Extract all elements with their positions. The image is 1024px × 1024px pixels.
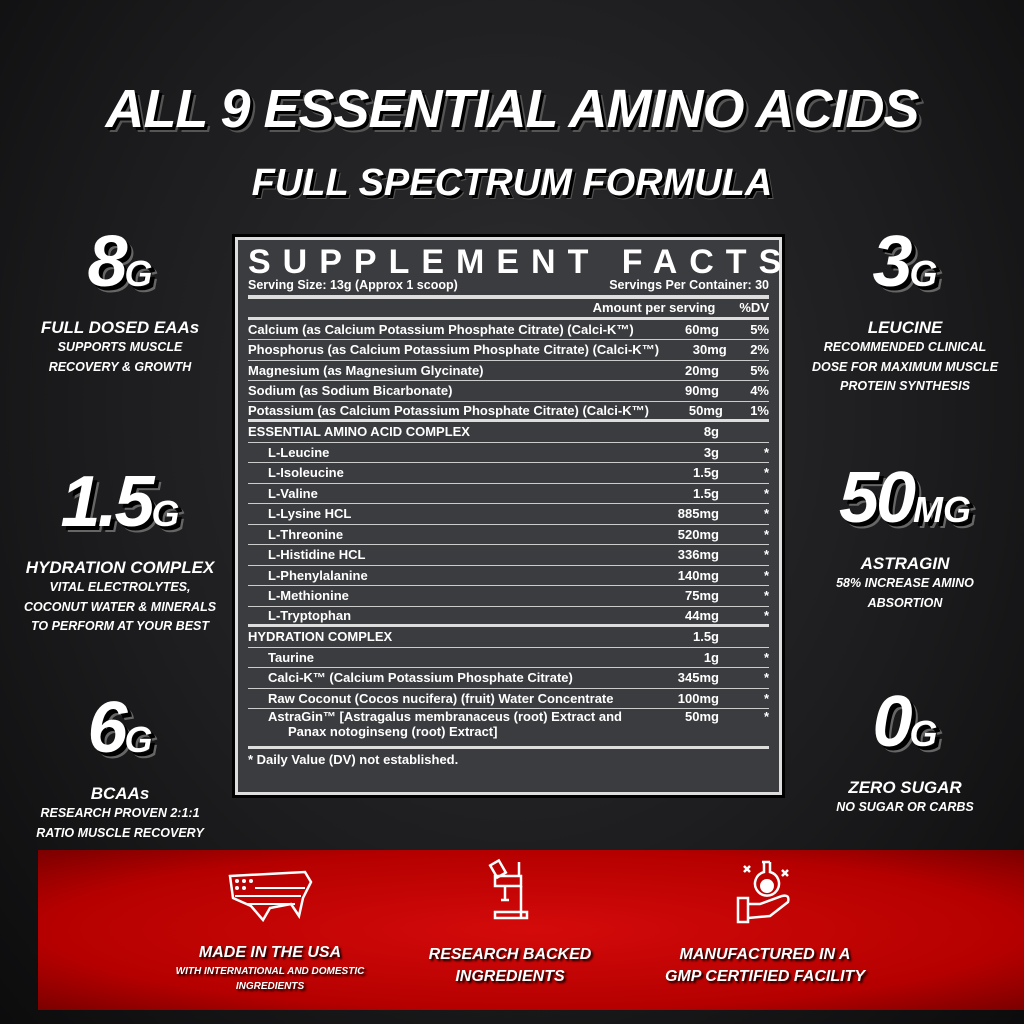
- stat-bcaas: 6G BCAAs RESEARCH PROVEN 2:1:1 RATIO MUSC…: [36, 688, 204, 840]
- servings-per-container: Servings Per Container: 30: [609, 278, 769, 292]
- stat-zero-sugar: 0G ZERO SUGAR NO SUGAR OR CARBS: [836, 682, 974, 814]
- facts-section-row: ESSENTIAL AMINO ACID COMPLEX 8g: [248, 422, 769, 443]
- facts-row: L-Isoleucine 1.5g *: [248, 463, 769, 484]
- microscope-icon: [488, 858, 529, 920]
- subheadline: FULL SPECTRUM FORMULA: [251, 162, 773, 204]
- facts-row: L-Histidine HCL 336mg *: [248, 545, 769, 566]
- facts-row: AstraGin™ [Astragalus membranaceus (root…: [248, 709, 769, 749]
- facts-header-row: Amount per serving %DV: [248, 299, 769, 320]
- flask-in-hand-icon: [736, 860, 790, 924]
- facts-row: Calci-K™ (Calcium Potassium Phosphate Ci…: [248, 668, 769, 689]
- facts-row: L-Leucine 3g *: [248, 443, 769, 463]
- facts-row: Taurine 1g *: [248, 648, 769, 668]
- headline: ALL 9 ESSENTIAL AMINO ACIDS: [105, 79, 919, 139]
- supplement-facts-panel: SUPPLEMENT FACTS Serving Size: 13g (Appr…: [232, 234, 794, 798]
- facts-title: SUPPLEMENT FACTS: [248, 243, 794, 281]
- facts-row: Potassium (as Calcium Potassium Phosphat…: [248, 402, 769, 422]
- facts-row: Sodium (as Sodium Bicarbonate) 90mg 4%: [248, 381, 769, 402]
- facts-footnote: * Daily Value (DV) not established.: [248, 752, 459, 767]
- feature-band: [38, 850, 1024, 1010]
- feature-research-backed: RESEARCH BACKED INGREDIENTS: [410, 856, 610, 988]
- facts-row: L-Threonine 520mg *: [248, 525, 769, 545]
- usa-flag-map-icon: [228, 870, 313, 923]
- facts-row: L-Lysine HCL 885mg *: [248, 504, 769, 525]
- feature-gmp-facility: MANUFACTURED IN A GMP CERTIFIED FACILITY: [640, 856, 890, 988]
- facts-row: Raw Coconut (Cocos nucifera) (fruit) Wat…: [248, 689, 769, 709]
- facts-row: L-Phenylalanine 140mg *: [248, 566, 769, 586]
- stat-astragin: 50MG ASTRAGIN 58% INCREASE AMINO ABSORTIO…: [836, 458, 974, 610]
- facts-row: Magnesium (as Magnesium Glycinate) 20mg 5%: [248, 361, 769, 381]
- facts-row: L-Valine 1.5g *: [248, 484, 769, 504]
- stat-leucine: 3G LEUCINE RECOMMENDED CLINICAL DOSE FOR …: [811, 222, 999, 393]
- feature-made-in-usa: MADE IN THE USA WITH INTERNATIONAL AND D…: [150, 868, 390, 994]
- facts-row: L-Methionine 75mg *: [248, 586, 769, 607]
- facts-row: L-Tryptophan 44mg *: [248, 607, 769, 627]
- facts-section-row: HYDRATION COMPLEX 1.5g: [248, 627, 769, 648]
- stat-hydration: 1.5G HYDRATION COMPLEX VITAL ELECTROLYTE…: [23, 462, 217, 633]
- facts-row: Calcium (as Calcium Potassium Phosphate …: [248, 320, 769, 340]
- facts-row: Phosphorus (as Calcium Potassium Phospha…: [248, 340, 769, 361]
- stat-eaas: 8G FULL DOSED EAAs SUPPORTS MUSCLE RECOVE…: [40, 222, 200, 374]
- serving-size: Serving Size: 13g (Approx 1 scoop): [248, 278, 458, 292]
